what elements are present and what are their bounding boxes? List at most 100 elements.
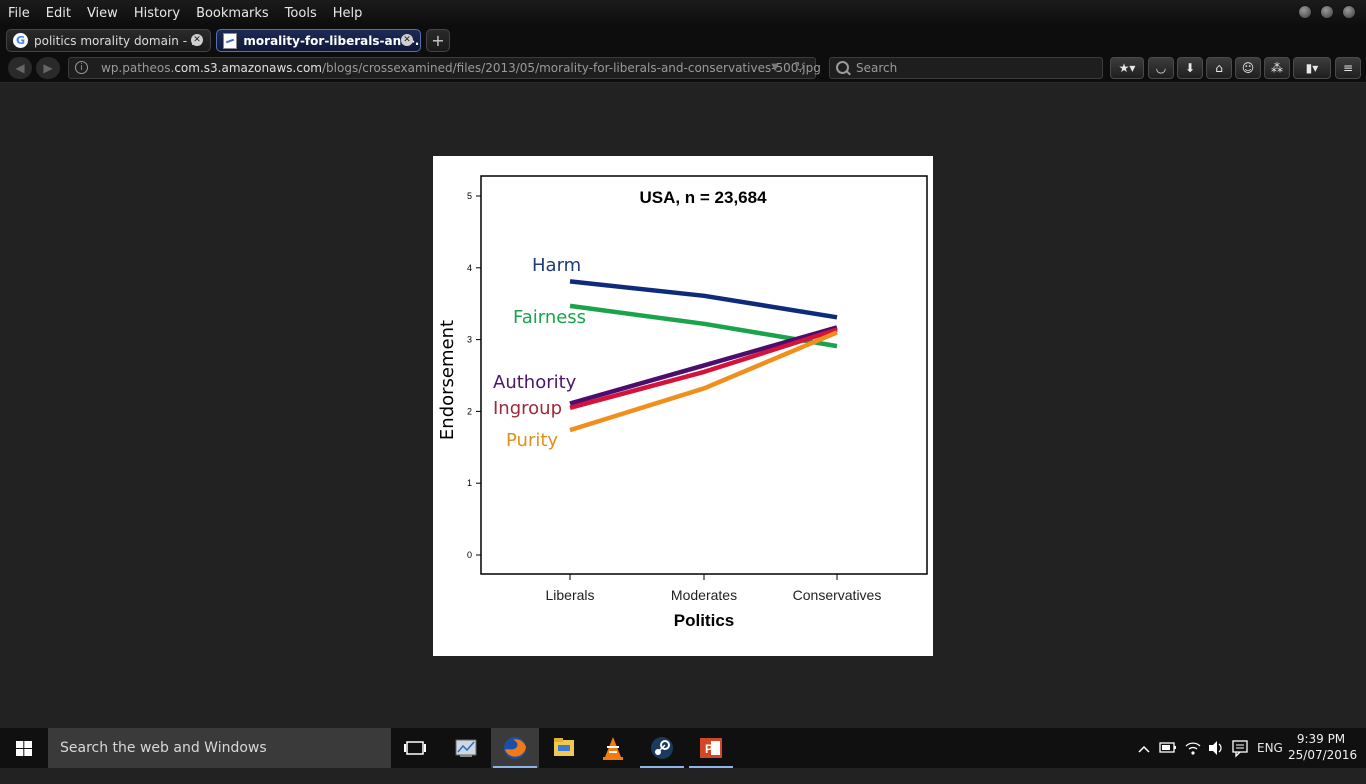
task-view-icon [404, 741, 426, 755]
minimize-button[interactable] [1298, 5, 1312, 19]
url-text: wp.patheos.com.s3.amazonaws.com/blogs/cr… [101, 58, 821, 78]
series-label-harm: Harm [532, 255, 581, 276]
menu-bar: File Edit View History Bookmarks Tools H… [0, 0, 1366, 26]
x-tick-label: Conservatives [793, 587, 882, 603]
chart-title: USA, n = 23,684 [639, 188, 767, 207]
x-tick-label: Liberals [545, 587, 594, 603]
reload-icon[interactable]: ↻ [794, 60, 805, 75]
menu-help[interactable]: Help [332, 5, 363, 21]
open-menu-button[interactable]: ≡ [1335, 57, 1361, 79]
maximize-button[interactable] [1320, 5, 1334, 19]
close-window-button[interactable] [1342, 5, 1356, 19]
home-button[interactable]: ⌂ [1206, 57, 1232, 79]
steam-icon [651, 737, 673, 759]
task-view-button[interactable] [392, 728, 440, 768]
addon-button[interactable]: ⁂ [1264, 57, 1290, 79]
window-controls [1298, 5, 1356, 19]
close-tab-icon[interactable]: ✕ [401, 34, 413, 46]
menu-edit[interactable]: Edit [45, 5, 71, 21]
y-tick-label: 0 [467, 550, 472, 560]
google-icon: G [13, 33, 28, 48]
chevron-up-icon [1138, 745, 1150, 753]
taskbar-app-firefox[interactable] [491, 728, 539, 768]
show-hidden-icons-button[interactable] [1136, 728, 1152, 768]
series-label-ingroup: Ingroup [493, 398, 562, 419]
clock[interactable]: 9:39 PM 25/07/2016 [1288, 731, 1358, 763]
wifi-icon [1185, 742, 1201, 755]
url-prefix: wp.patheos. [101, 61, 175, 75]
url-path: /blogs/crossexamined/files/2013/05/moral… [321, 61, 821, 75]
taskbar-app-powerpoint[interactable]: P [687, 728, 735, 768]
info-icon[interactable]: i [75, 61, 88, 74]
tab-title: politics morality domain - ... [34, 33, 203, 48]
folder-icon [554, 738, 574, 756]
clock-time: 9:39 PM [1296, 732, 1346, 746]
series-line-harm [569, 279, 838, 320]
pocket-button[interactable]: ◡ [1148, 57, 1174, 79]
taskbar-app-file-explorer[interactable] [540, 728, 588, 768]
x-tick-label: Moderates [671, 587, 737, 603]
battery-button[interactable] [1158, 728, 1178, 768]
firefox-icon [504, 737, 526, 759]
tab-search-results[interactable]: G politics morality domain - ... ✕ [6, 29, 211, 52]
series-line-ingroup [569, 327, 838, 410]
vlc-icon [603, 737, 623, 760]
morality-chart: USA, n = 23,684 Politics Endorsement 0 1 2… [437, 175, 928, 630]
taskbar: Search the web and Windows P ENG 9:39 PM… [0, 728, 1366, 768]
volume-button[interactable] [1206, 728, 1226, 768]
x-axis-label: Politics [674, 611, 734, 630]
windows-logo-icon [16, 741, 32, 756]
y-axis-label: Endorsement [437, 320, 458, 440]
resource-monitor-icon [455, 739, 477, 757]
speaker-icon [1209, 741, 1222, 755]
battery-icon [1159, 742, 1176, 753]
svg-text:P: P [705, 742, 713, 756]
bookmark-star-button[interactable]: ★▾ [1110, 57, 1144, 79]
series-line-purity [569, 330, 838, 433]
action-center-icon [1232, 740, 1248, 758]
url-history-dropdown-icon[interactable]: ▼ [771, 62, 779, 73]
plot-frame [480, 175, 928, 575]
y-tick-label: 5 [467, 191, 472, 201]
clipboard-button[interactable]: ▮▾ [1293, 57, 1331, 79]
y-tick-label: 1 [467, 478, 472, 488]
taskbar-app-monitor[interactable] [442, 728, 490, 768]
taskbar-app-steam[interactable] [638, 728, 686, 768]
menu-bookmarks[interactable]: Bookmarks [196, 5, 269, 21]
back-button[interactable]: ◀ [8, 57, 32, 79]
powerpoint-icon: P [700, 738, 722, 758]
series-label-fairness: Fairness [513, 307, 586, 328]
y-tick-label: 3 [467, 335, 472, 345]
series-label-authority: Authority [493, 372, 577, 393]
new-tab-button[interactable]: + [426, 29, 450, 52]
wifi-button[interactable] [1183, 728, 1203, 768]
tab-strip: G politics morality domain - ... ✕ moral… [0, 26, 1366, 55]
series-line-authority [569, 325, 838, 406]
tab-title: morality-for-liberals-and-... [243, 33, 420, 48]
menu-tools[interactable]: Tools [284, 5, 317, 21]
taskbar-app-vlc[interactable] [589, 728, 637, 768]
taskbar-search-input[interactable]: Search the web and Windows [48, 728, 391, 768]
search-input[interactable]: Search [829, 57, 1103, 79]
tab-image[interactable]: morality-for-liberals-and-... ✕ [216, 29, 421, 52]
nav-bar: ◀ ▶ i wp.patheos.com.s3.amazonaws.com/bl… [0, 55, 1366, 83]
menu-view[interactable]: View [86, 5, 118, 21]
notifications-button[interactable] [1230, 728, 1250, 768]
language-indicator[interactable]: ENG [1257, 741, 1283, 755]
url-bar[interactable]: i wp.patheos.com.s3.amazonaws.com/blogs/… [68, 57, 821, 79]
image-icon [223, 32, 238, 49]
y-tick-label: 2 [467, 406, 472, 416]
chat-button[interactable]: ☺ [1235, 57, 1261, 79]
url-host: com.s3.amazonaws.com [174, 61, 322, 75]
search-icon [836, 61, 849, 74]
clock-date: 25/07/2016 [1288, 748, 1358, 762]
image-viewer: USA, n = 23,684 Politics Endorsement 0 1 2… [433, 156, 933, 656]
y-tick-label: 4 [467, 263, 472, 273]
forward-button[interactable]: ▶ [36, 57, 60, 79]
start-button[interactable] [0, 728, 48, 768]
close-tab-icon[interactable]: ✕ [191, 34, 203, 46]
menu-file[interactable]: File [8, 5, 30, 21]
series-label-purity: Purity [506, 430, 558, 451]
downloads-button[interactable]: ⬇ [1177, 57, 1203, 79]
menu-history[interactable]: History [133, 5, 181, 21]
